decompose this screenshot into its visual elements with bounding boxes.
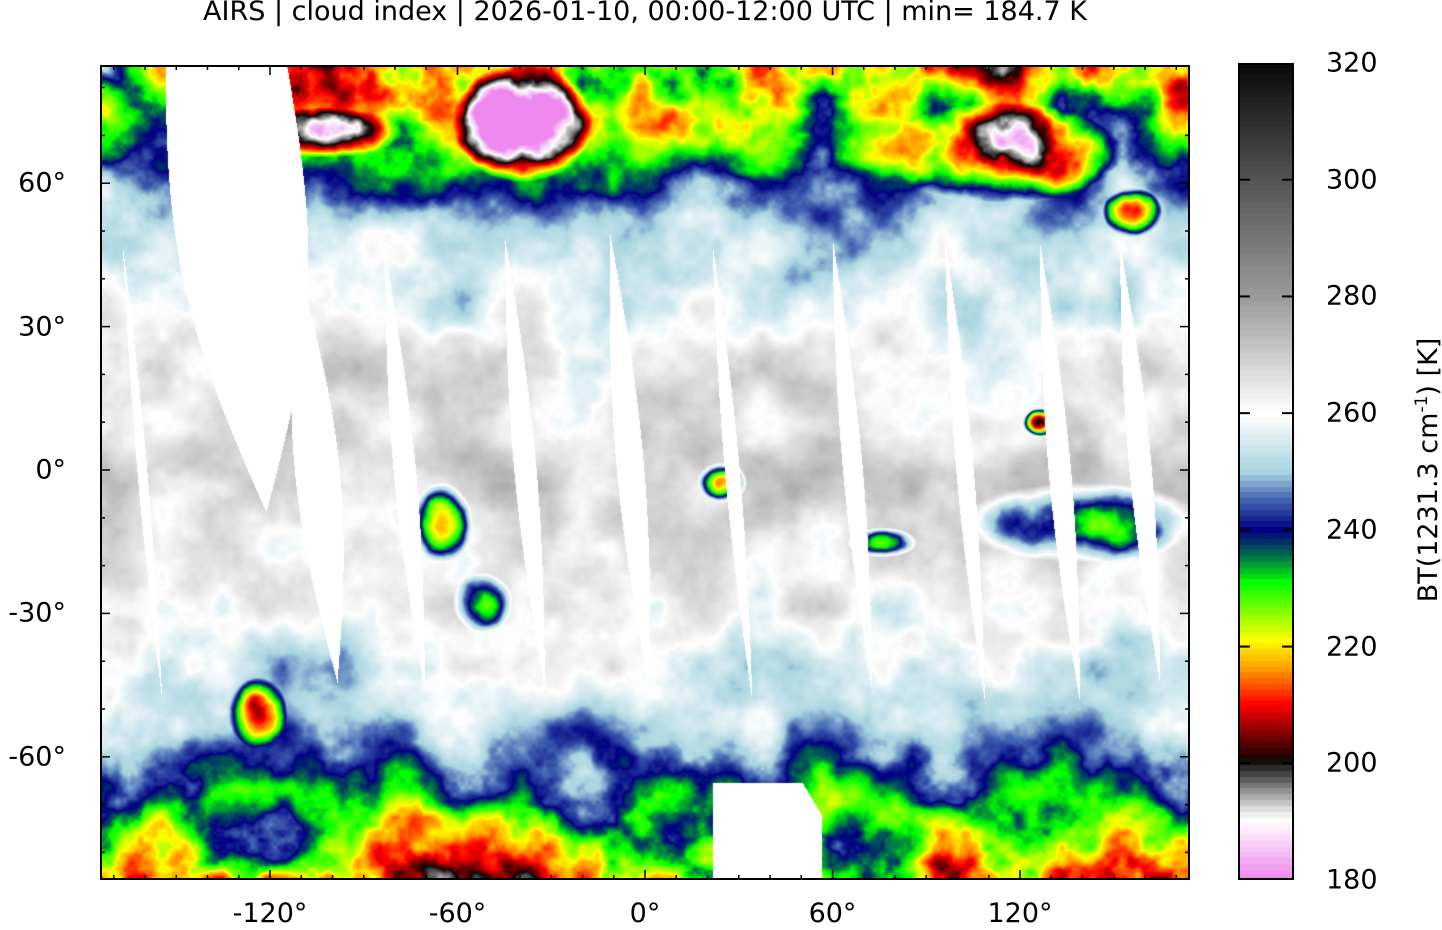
colorbar-tick-label: 260 (1326, 397, 1378, 429)
colorbar-tick-label: 300 (1326, 164, 1378, 196)
y-tick-label: -30° (8, 597, 66, 629)
colorbar-tick-label: 320 (1326, 47, 1378, 79)
y-tick-label: -60° (8, 741, 66, 773)
x-tick-label: 0° (629, 898, 661, 929)
colorbar-tick-label: 280 (1326, 280, 1378, 312)
x-tick-label: -60° (428, 898, 487, 929)
x-tick-label: 120° (987, 898, 1053, 929)
y-tick-label: 60° (18, 167, 66, 199)
colorbar (1238, 63, 1294, 880)
brightness-temperature-map (102, 67, 1188, 878)
colorbar-tick-label: 200 (1326, 747, 1378, 779)
colorbar-label: BT(1231.3 cm-1) [K] (1412, 337, 1442, 603)
x-tick-label: 60° (808, 898, 857, 929)
colorbar-tick-label: 180 (1326, 864, 1378, 896)
y-tick-label: 0° (35, 454, 66, 486)
y-tick-label: 30° (18, 311, 66, 343)
x-tick-label: -120° (232, 898, 308, 929)
colorbar-tick-label: 240 (1326, 514, 1378, 546)
colorbar-gradient (1240, 65, 1292, 878)
chart-title: AIRS | cloud index | 2026-01-10, 00:00-1… (203, 0, 1087, 27)
map-plot-area (100, 65, 1190, 880)
colorbar-tick-label: 220 (1326, 631, 1378, 663)
